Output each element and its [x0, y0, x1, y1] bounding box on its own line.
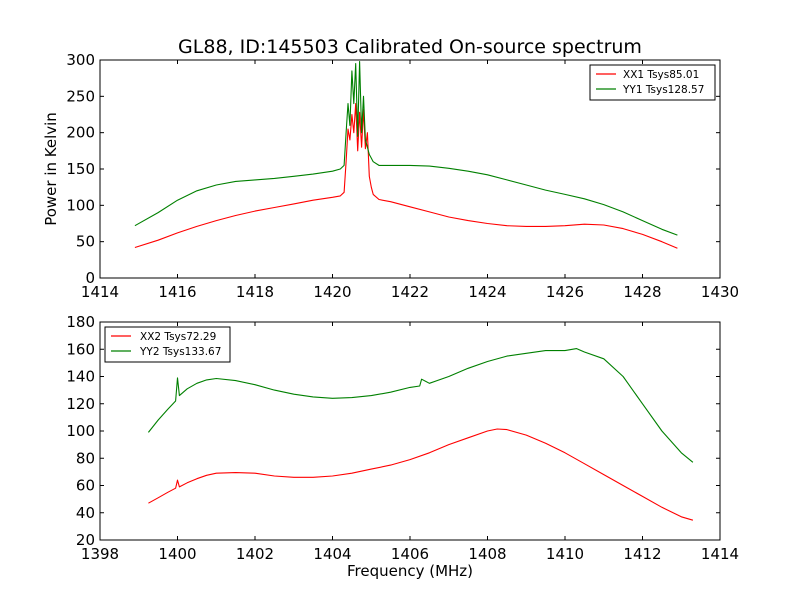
bottom-x-tick-label: 1414 — [701, 545, 739, 563]
top-x-tick-label: 1426 — [546, 283, 584, 301]
bottom-y-tick-label: 160 — [66, 340, 95, 358]
bottom-panel: 1398 1400 1402 1404 1406 1408 1410 1412 1414 20 40… — [66, 313, 739, 580]
bottom-y-tick-label: 140 — [66, 368, 95, 386]
top-y-axis-label: Power in Kelvin — [42, 112, 60, 226]
top-legend-box — [589, 64, 716, 101]
bottom-x-tick-label: 1412 — [623, 545, 661, 563]
bottom-x-tick-label: 1402 — [236, 545, 274, 563]
top-x-tick-label: 1418 — [236, 283, 274, 301]
bottom-y-tick-label: 20 — [76, 531, 95, 549]
top-x-tick-label: 1428 — [623, 283, 661, 301]
bottom-x-tick-label: 1400 — [158, 545, 196, 563]
top-series-line-1 — [134, 103, 678, 249]
bottom-y-tick-label: 80 — [76, 449, 95, 467]
top-y-tick-label: 250 — [66, 87, 95, 105]
legend-label-xx2: XX2 Tsys72.29 — [140, 331, 216, 343]
top-y-tick-label: 150 — [66, 160, 95, 178]
bottom-y-tick-label: 40 — [76, 504, 95, 522]
top-y-tick-label: 300 — [66, 51, 95, 69]
legend-label-xx1: XX1 Tsys85.01 — [623, 69, 699, 81]
top-y-tick-label: 200 — [66, 124, 95, 142]
bottom-y-tick-label: 180 — [66, 313, 95, 331]
top-x-tick-label: 1430 — [701, 283, 739, 301]
bottom-x-axis-label: Frequency (MHz) — [347, 562, 473, 580]
bottom-x-tick-label: 1404 — [313, 545, 351, 563]
bottom-series-line-2 — [147, 348, 694, 463]
bottom-x-tick-label: 1408 — [468, 545, 506, 563]
legend-label-yy2: YY2 Tsys133.67 — [139, 346, 221, 358]
top-x-tick-label: 1424 — [468, 283, 506, 301]
chart-title: GL88, ID:145503 Calibrated On-source spe… — [178, 36, 642, 58]
bottom-x-tick-label: 1406 — [391, 545, 429, 563]
bottom-legend-box — [104, 326, 231, 363]
top-x-tick-label: 1422 — [391, 283, 429, 301]
top-legend: XX1 Tsys85.01 YY1 Tsys128.57 — [589, 64, 716, 101]
bottom-y-tick-label: 100 — [66, 422, 95, 440]
top-panel: 1414 1416 1418 1420 1422 1424 1426 1428 1430 0 50 1… — [42, 51, 739, 301]
top-y-tick-label: 100 — [66, 196, 95, 214]
top-y-tick-label: 0 — [85, 269, 95, 287]
bottom-y-tick-label: 60 — [76, 477, 95, 495]
top-series-line-2 — [134, 60, 678, 236]
legend-label-yy1: YY1 Tsys128.57 — [622, 84, 704, 96]
bottom-series-line-1 — [148, 428, 694, 521]
top-x-tick-label: 1420 — [313, 283, 351, 301]
top-y-tick-label: 50 — [76, 233, 95, 251]
top-x-tick-label: 1414 — [81, 283, 119, 301]
top-x-tick-label: 1416 — [158, 283, 196, 301]
bottom-x-tick-label: 1398 — [81, 545, 119, 563]
bottom-x-tick-label: 1410 — [546, 545, 584, 563]
bottom-legend: XX2 Tsys72.29 YY2 Tsys133.67 — [104, 326, 231, 363]
bottom-y-tick-label: 120 — [66, 395, 95, 413]
